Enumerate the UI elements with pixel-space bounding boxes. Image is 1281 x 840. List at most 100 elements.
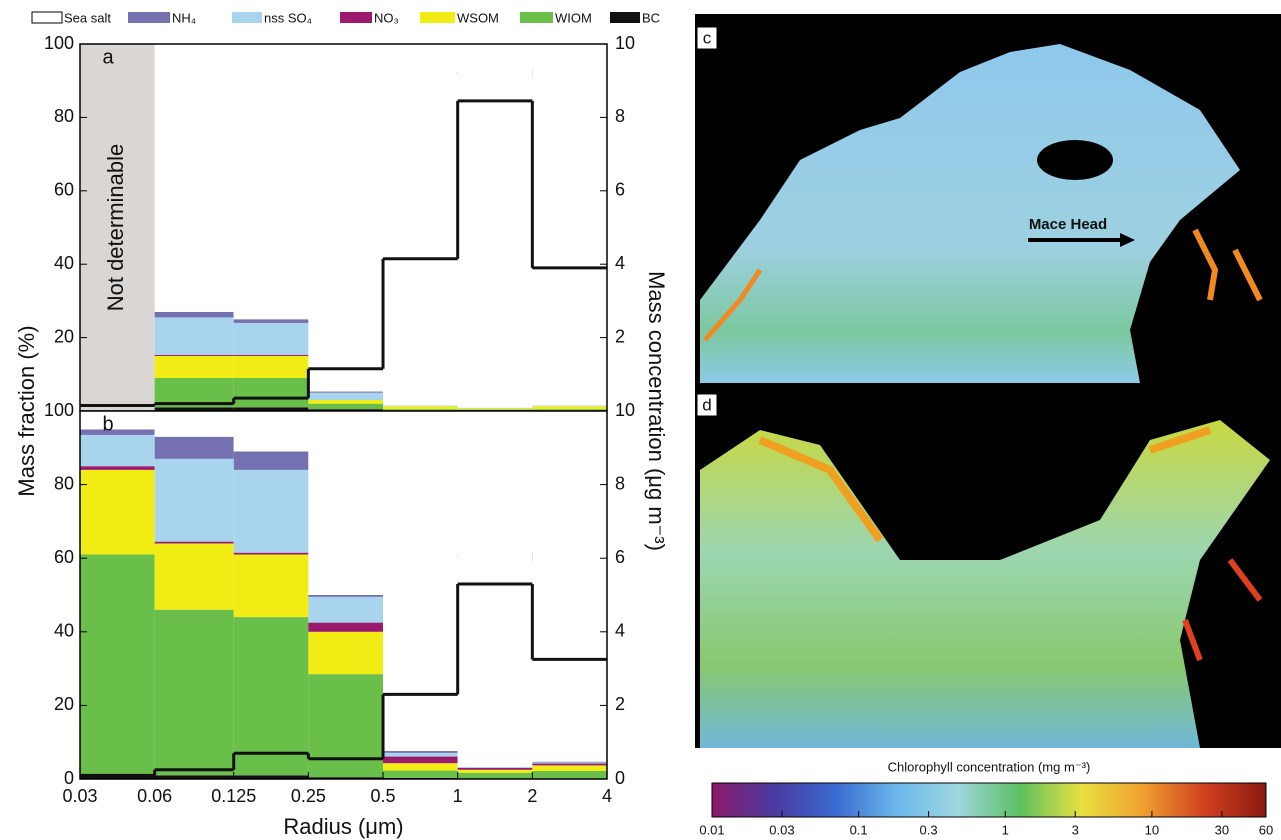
bar-segment: [233, 322, 309, 355]
colorbar: [711, 782, 1267, 818]
bar-segment: [154, 44, 234, 312]
bar-segment: [532, 411, 607, 762]
y-tick-label: 100: [44, 400, 74, 420]
y2-tick-label: 6: [615, 180, 625, 200]
colorbar-tick-label: 0.01: [699, 822, 724, 837]
legend-swatch: [232, 12, 262, 23]
bar-segment: [80, 411, 155, 430]
colorbar-tick-label: 10: [1145, 822, 1159, 837]
x-tick-label: 0.5: [371, 786, 396, 806]
y2-axis-label: Mass concentration (μg m⁻³): [644, 271, 669, 551]
bar-segment: [532, 409, 607, 411]
bar-segment: [457, 769, 533, 773]
coast-bloom: [1182, 558, 1263, 662]
legend-swatch: [31, 11, 63, 24]
bar-segment: [233, 469, 309, 553]
legend-label: nss SO₄: [264, 10, 312, 25]
annotation-arrowhead: [1120, 233, 1135, 247]
legend-swatch: [420, 12, 455, 23]
y2-tick-label: 6: [615, 547, 625, 567]
bar-segment: [233, 554, 309, 618]
colorbar-tick-label: 30: [1215, 822, 1229, 837]
coast-bloom: [758, 426, 1212, 543]
bar-segment: [457, 411, 533, 767]
legend-label: NH₄: [172, 10, 196, 25]
colorbar-tick-label: 0.1: [850, 822, 868, 837]
bar-segment: [308, 44, 384, 392]
bar-segment: [532, 761, 607, 763]
bar-segment: [383, 411, 458, 752]
y-tick-label: 40: [54, 621, 74, 641]
colorbar-tick-label: 60: [1259, 822, 1273, 837]
bar-segment: [233, 319, 309, 323]
colorbar-tick-label: 0.3: [920, 822, 938, 837]
x-tick-label: 0.125: [211, 786, 256, 806]
plot-frame: [79, 410, 608, 780]
y2-tick-label: 8: [615, 473, 625, 493]
bar-segment: [154, 411, 234, 437]
bar-segment: [233, 411, 309, 452]
y-tick-label: 20: [54, 694, 74, 714]
legend-swatch: [520, 12, 553, 23]
x-tick-label: 2: [527, 786, 537, 806]
bar-segment: [308, 622, 384, 632]
bar-segment: [383, 405, 458, 407]
bar-segment: [308, 409, 384, 411]
bar-segment: [457, 408, 533, 410]
coast-bloom: [703, 268, 763, 342]
undetermined-region: [80, 44, 155, 411]
bar-segment: [457, 767, 533, 770]
bar-segment: [308, 399, 384, 404]
x-tick-label: 0.03: [62, 786, 97, 806]
bar-segment: [457, 772, 533, 779]
bar-segment: [80, 554, 155, 776]
bar-segment: [233, 775, 309, 779]
panel-label-box: [696, 26, 718, 50]
bar-segment: [383, 44, 458, 406]
y-tick-label: 100: [44, 33, 74, 53]
bar-segment: [532, 762, 607, 764]
y-tick-label: 40: [54, 253, 74, 273]
x-tick-label: 1: [453, 786, 463, 806]
legend-swatch: [340, 12, 372, 23]
bar-segment: [154, 355, 234, 378]
y-axis-label: Mass fraction (%): [14, 325, 39, 496]
legend-label: Sea salt: [64, 10, 111, 25]
y-tick-label: 80: [54, 106, 74, 126]
y2-tick-label: 2: [615, 326, 625, 346]
panel-label: b: [102, 413, 113, 435]
y-tick-label: 80: [54, 473, 74, 493]
bar-segment: [383, 756, 458, 764]
bar-segment: [233, 407, 309, 411]
bar-segment: [308, 596, 384, 623]
bar-segment: [80, 466, 155, 470]
y2-tick-label: 2: [615, 694, 625, 714]
ocean: [700, 420, 1270, 748]
bar-segment: [532, 406, 607, 410]
bar-segment: [532, 765, 607, 771]
bar-segment: [154, 543, 234, 610]
bar-segment: [383, 409, 458, 411]
bar-segment: [154, 436, 234, 459]
colorbar-title: Chlorophyll concentration (mg m⁻³): [888, 759, 1091, 774]
bar-segment: [80, 434, 155, 467]
bar-segment: [233, 354, 309, 356]
y-tick-label: 60: [54, 547, 74, 567]
bar-segment: [532, 763, 607, 766]
panel-label: a: [102, 46, 114, 68]
bar-segment: [233, 552, 309, 555]
bar-segment: [383, 763, 458, 771]
bar-segment: [308, 403, 384, 410]
annotation: Not determinable: [103, 144, 128, 312]
y-tick-label: 20: [54, 326, 74, 346]
bar-segment: [233, 44, 309, 320]
y2-tick-label: 4: [615, 621, 625, 641]
panel-label-box: [696, 393, 718, 417]
legend-label: WSOM: [457, 10, 499, 25]
bar-segment: [154, 317, 234, 355]
bar-segment: [308, 391, 384, 393]
bar-segment: [308, 777, 384, 779]
map-d: d: [695, 383, 1281, 748]
legend-swatch: [128, 12, 170, 23]
